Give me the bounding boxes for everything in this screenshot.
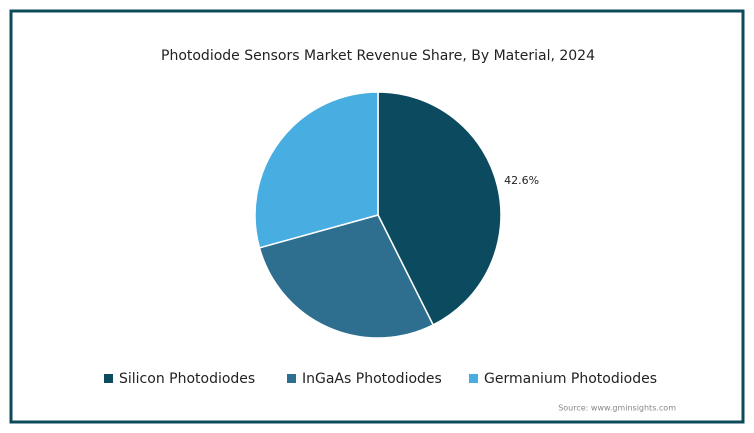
data-label: 42.6% xyxy=(504,174,539,187)
legend-label: Germanium Photodiodes xyxy=(484,371,657,387)
legend-swatch xyxy=(104,374,113,383)
pie-slice xyxy=(377,91,502,326)
legend-label: InGaAs Photodiodes xyxy=(302,371,442,387)
legend-swatch xyxy=(469,374,478,383)
pie-slice xyxy=(258,214,435,339)
source: Source: www.gminsights.com xyxy=(558,404,676,413)
pie-slice xyxy=(254,91,379,249)
legend-label: Silicon Photodiodes xyxy=(119,371,255,387)
chart-title: Photodiode Sensors Market Revenue Share,… xyxy=(161,48,595,64)
legend-swatch xyxy=(287,374,296,383)
